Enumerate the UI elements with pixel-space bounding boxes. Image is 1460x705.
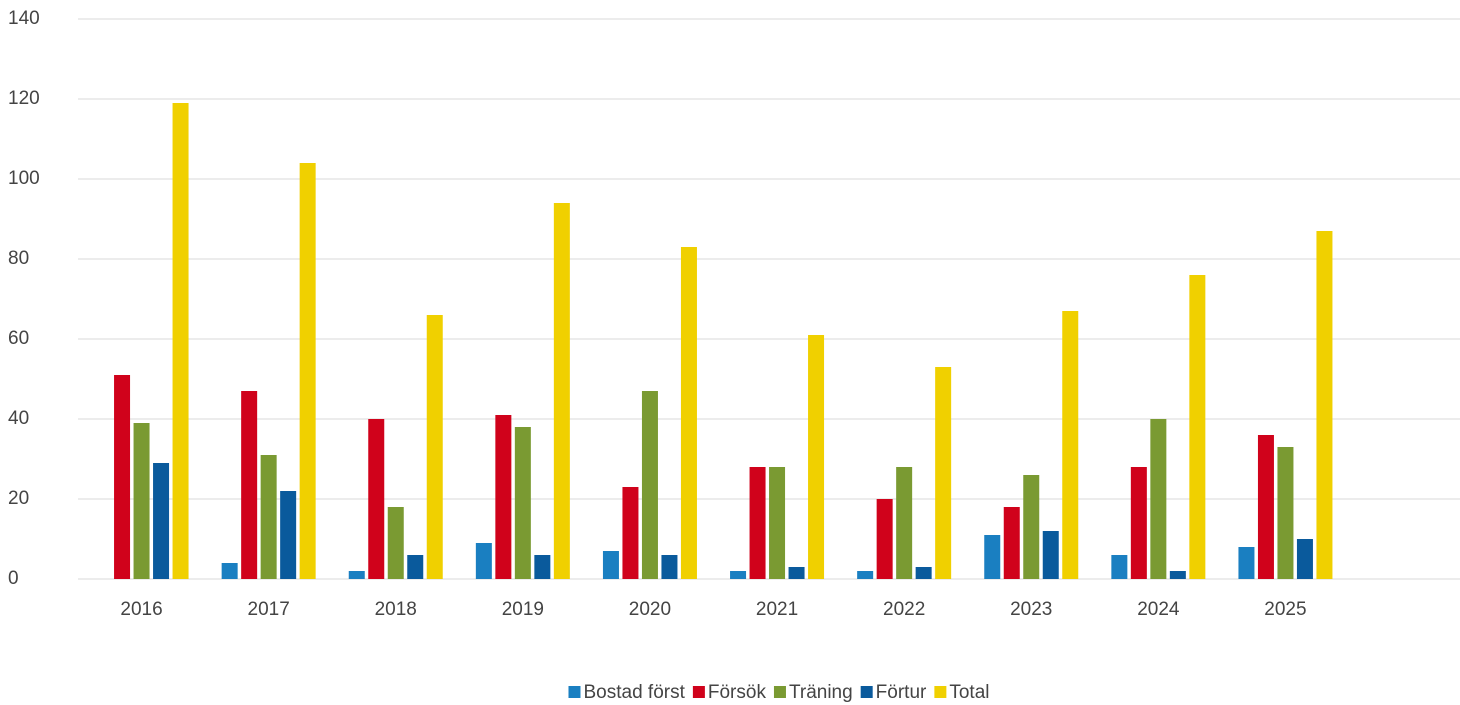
x-tick-label: 2024: [1137, 599, 1180, 620]
bar: [299, 163, 316, 579]
bar: [1257, 435, 1274, 579]
legend-swatch: [773, 686, 786, 698]
bar: [1169, 571, 1186, 579]
bar: [426, 315, 443, 579]
bar: [260, 455, 277, 579]
legend-swatch: [692, 686, 705, 698]
bar: [857, 571, 874, 579]
bar: [1189, 275, 1206, 579]
bar: [153, 463, 170, 579]
bar: [661, 555, 678, 579]
bar: [680, 247, 697, 579]
legend-label: Bostad först: [583, 682, 685, 703]
bar: [935, 367, 952, 579]
bar: [1238, 547, 1255, 579]
legend-label: Träning: [789, 682, 853, 703]
bar: [221, 563, 238, 579]
bar: [514, 427, 531, 579]
bar: [1023, 475, 1040, 579]
bar: [133, 423, 150, 579]
bar: [534, 555, 551, 579]
y-tick-label: 100: [8, 168, 40, 189]
x-tick-label: 2019: [502, 599, 544, 620]
x-tick-label: 2022: [883, 599, 925, 620]
y-tick-label: 20: [8, 488, 29, 509]
bar: [896, 467, 913, 579]
bar: [495, 415, 512, 579]
bar: [622, 487, 639, 579]
bar: [475, 543, 492, 579]
bar: [348, 571, 365, 579]
x-tick-label: 2017: [248, 599, 290, 620]
bar: [1277, 447, 1294, 579]
bar: [553, 203, 570, 579]
bar: [387, 507, 404, 579]
bar: [984, 535, 1001, 579]
bar: [1003, 507, 1020, 579]
y-tick-label: 0: [8, 568, 19, 589]
x-tick-label: 2018: [375, 599, 417, 620]
bar: [641, 391, 658, 579]
bar: [1130, 467, 1147, 579]
bar: [1316, 231, 1333, 579]
bar: [1042, 531, 1059, 579]
x-tick-label: 2023: [1010, 599, 1052, 620]
bar: [368, 419, 385, 579]
bar: [172, 103, 189, 579]
bar: [808, 335, 825, 579]
legend-label: Förtur: [876, 682, 927, 703]
bar: [241, 391, 258, 579]
legend-swatch: [934, 686, 947, 698]
y-tick-label: 40: [8, 408, 29, 429]
legend-label: Total: [949, 682, 989, 703]
bar: [407, 555, 424, 579]
legend: Bostad först Försök Träning Förtur Total: [568, 682, 990, 703]
x-tick-label: 2016: [120, 599, 162, 620]
bar: [280, 491, 297, 579]
y-tick-label: 120: [8, 88, 40, 109]
bar: [1062, 311, 1079, 579]
bar: [749, 467, 766, 579]
bar: [876, 499, 893, 579]
x-tick-label: 2020: [629, 599, 671, 620]
x-tick-label: 2025: [1264, 599, 1306, 620]
bar: [602, 551, 619, 579]
bar: [1296, 539, 1313, 579]
bar: [1150, 419, 1167, 579]
bar: [788, 567, 805, 579]
legend-swatch: [568, 686, 581, 698]
bar: [915, 567, 932, 579]
y-tick-label: 140: [8, 8, 40, 29]
legend-label: Försök: [708, 682, 767, 703]
bar: [730, 571, 747, 579]
bar: [1111, 555, 1128, 579]
bar: [769, 467, 786, 579]
y-tick-label: 80: [8, 248, 29, 269]
legend-swatch: [860, 686, 873, 698]
bar: [114, 375, 131, 579]
y-tick-label: 60: [8, 328, 29, 349]
x-tick-label: 2021: [756, 599, 798, 620]
